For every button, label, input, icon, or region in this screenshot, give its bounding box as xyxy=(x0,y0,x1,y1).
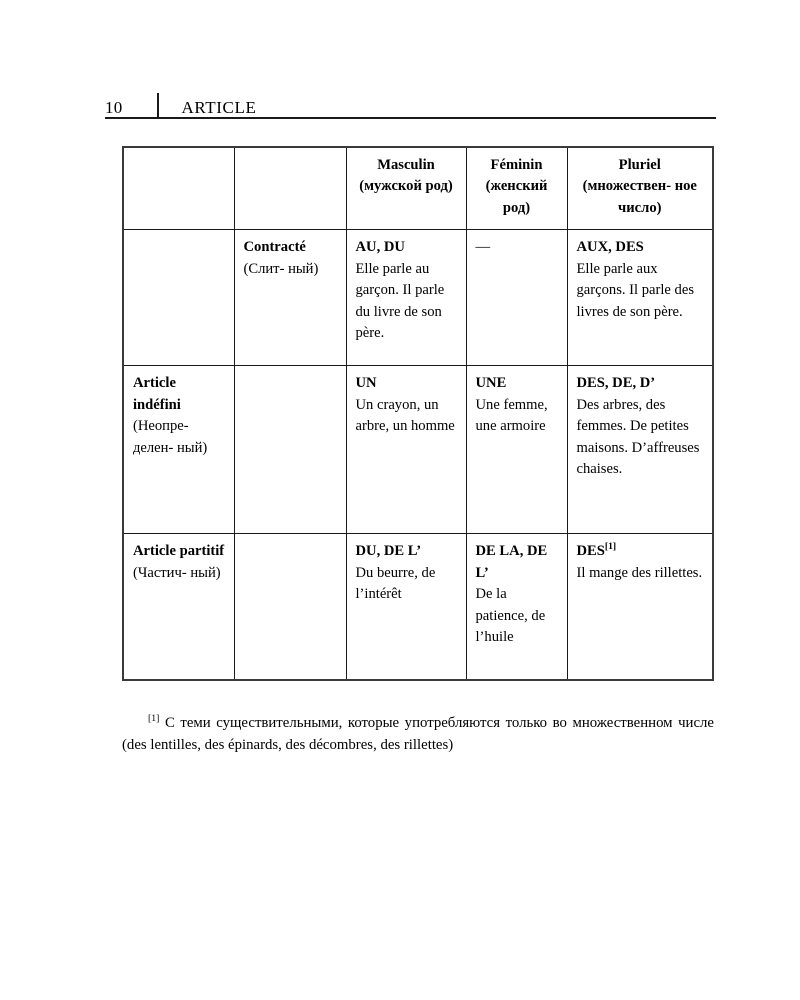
table-header-row: Masculin (мужской род) Féminin (женский … xyxy=(122,146,714,231)
row-2-pluriel-cell: DES, DE, D’ Des arbres, des femmes. De p… xyxy=(566,365,714,535)
table-row: Article partitif (Частич- ный) DU, DE L’… xyxy=(122,533,714,681)
header-masculin-fr: Masculin xyxy=(377,157,435,173)
row-3-label-cell: Article partitif (Частич- ный) xyxy=(122,533,235,681)
row-2-pluriel-example: Des arbres, des femmes. De petites maiso… xyxy=(576,396,700,478)
row-3-feminin-term: DE LA, DE L’ xyxy=(475,543,548,581)
row-3-type-cell xyxy=(233,533,347,681)
page-title: ARTICLE xyxy=(181,98,257,117)
header-cell-blank-2 xyxy=(233,146,347,231)
row-1-type-cell: Contracté (Слит- ный) xyxy=(233,229,347,367)
row-3-label-ru: (Частич- ный) xyxy=(133,564,221,581)
footnote-text: С теми существительными, которые употреб… xyxy=(122,714,714,754)
header-rule xyxy=(105,117,716,119)
row-3-masculin-term: DU, DE L’ xyxy=(355,543,422,560)
table-row: Contracté (Слит- ный) AU, DU Elle parle … xyxy=(122,229,714,367)
row-3-feminin-cell: DE LA, DE L’ De la patience, de l’huile xyxy=(465,533,568,681)
row-1-label-cell xyxy=(122,229,235,367)
row-2-label-cell: Article indéfini (Неопре- делен- ный) xyxy=(122,365,235,535)
header-feminin-ru: (женский род) xyxy=(485,178,548,216)
row-2-feminin-example: Une femme, une armoire xyxy=(475,396,548,435)
row-2-label-fr: Article indéfini xyxy=(133,375,181,413)
row-2-feminin-term: UNE xyxy=(475,375,507,392)
row-2-masculin-term: UN xyxy=(355,375,377,392)
row-2-masculin-example: Un crayon, un arbre, un homme xyxy=(355,396,455,435)
footnote: [1] С теми существительными, которые упо… xyxy=(122,712,714,757)
row-1-type-fr: Contracté xyxy=(243,239,306,256)
table-row: Article indéfini (Неопре- делен- ный) UN… xyxy=(122,365,714,535)
row-2-feminin-cell: UNE Une femme, une armoire xyxy=(465,365,568,535)
footnote-marker: [1] xyxy=(148,712,160,724)
header-feminin-fr: Féminin xyxy=(490,157,543,173)
row-3-pluriel-cell: DES[1] Il mange des rillettes. xyxy=(566,533,714,681)
row-3-pluriel-example: Il mange des rillettes. xyxy=(576,564,703,581)
row-2-type-cell xyxy=(233,365,347,535)
row-1-masculin-example: Elle parle au garçon. Il parle du livre … xyxy=(355,260,445,342)
row-3-feminin-example: De la patience, de l’huile xyxy=(475,586,546,646)
row-3-masculin-cell: DU, DE L’ Du beurre, de l’intérêt xyxy=(345,533,467,681)
page-number: 10 xyxy=(105,98,123,117)
row-1-pluriel-term: AUX, DES xyxy=(576,239,644,256)
row-3-pluriel-term-wrap: DES[1] xyxy=(577,541,704,562)
row-1-pluriel-example: Elle parle aux garçons. Il parle des liv… xyxy=(576,260,695,320)
article-forms-table: Masculin (мужской род) Féminin (женский … xyxy=(122,146,714,682)
header-cell-masculin: Masculin (мужской род) xyxy=(345,146,467,231)
row-2-label-ru: (Неопре- делен- ный) xyxy=(133,418,208,456)
row-3-masculin-example: Du beurre, de l’intérêt xyxy=(355,564,436,603)
header-masculin-ru: (мужской род) xyxy=(359,178,453,195)
row-1-masculin-term: AU, DU xyxy=(355,239,405,256)
header-pluriel-fr: Pluriel xyxy=(618,157,661,173)
header-pluriel-ru: (множествен- ное число) xyxy=(582,178,697,216)
row-2-pluriel-term: DES, DE, D’ xyxy=(576,375,656,392)
page-running-head: 10 ARTICLE xyxy=(105,88,715,118)
row-1-masculin-cell: AU, DU Elle parle au garçon. Il parle du… xyxy=(345,229,467,367)
row-3-pluriel-term: DES xyxy=(576,543,605,560)
header-cell-pluriel: Pluriel (множествен- ное число) xyxy=(566,146,714,231)
row-1-pluriel-cell: AUX, DES Elle parle aux garçons. Il parl… xyxy=(566,229,714,367)
row-2-masculin-cell: UN Un crayon, un arbre, un homme xyxy=(345,365,467,535)
header-cell-blank-1 xyxy=(122,146,235,231)
row-1-type-ru: (Слит- ный) xyxy=(243,260,319,277)
header-cell-feminin: Féminin (женский род) xyxy=(465,146,568,231)
row-1-feminin-cell: — xyxy=(465,229,568,367)
header-divider xyxy=(157,93,159,117)
footnote-reference-marker: [1] xyxy=(604,541,617,553)
row-1-feminin-term: — xyxy=(475,239,491,256)
row-3-label-fr: Article partitif xyxy=(133,543,225,560)
